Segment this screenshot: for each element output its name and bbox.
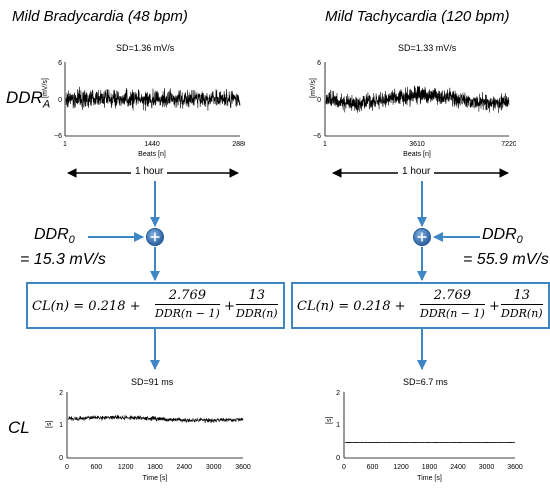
- right-ddr-plot: 6 0 −6 [mV/s] 1 3610 7220 Beats [n]: [310, 60, 516, 158]
- equation-t2-num: 13: [501, 288, 543, 305]
- left-ddr-yunit: [mV/s]: [42, 78, 49, 98]
- right-hour-label: 1 hour: [398, 166, 435, 177]
- right-cl-plot: 2 1 0 [s] 0 600 1200 1800 2400 3000 3600…: [326, 390, 523, 482]
- left-ddr-plot: 6 0 −6 [mV/s] 1 1440 2880 Beats [n]: [42, 60, 245, 158]
- left-ddr-ytick: 6: [58, 60, 62, 67]
- equation-t1-num: 2.769: [155, 288, 220, 305]
- equation-plus: +: [224, 299, 235, 314]
- right-cl-xtick: 3600: [507, 464, 523, 471]
- equation-fraction-1: 2.769 DDR(n − 1): [420, 288, 485, 320]
- left-ddr-sd: SD=1.36 mV/s: [116, 43, 175, 53]
- equation-t2-num: 13: [236, 288, 278, 305]
- equation-lhs: CL(n) = 0.218 +: [297, 299, 406, 314]
- row-label-ddr-sub: A: [42, 98, 51, 111]
- left-title: Mild Bradycardia (48 bpm): [12, 8, 188, 25]
- left-cl-xtick: 3000: [206, 464, 222, 471]
- left-ddr-xtick: 1440: [144, 141, 160, 148]
- right-ddr-xtick: 7220: [501, 141, 516, 148]
- equation-lhs: CL(n) = 0.218 +: [32, 299, 141, 314]
- left-ddr-xlabel: Beats [n]: [138, 151, 166, 158]
- equation-fraction-2: 13 DDR(n): [236, 288, 278, 320]
- right-ddr0-sub: 0: [516, 234, 523, 247]
- row-label-ddr-text: DDR: [6, 88, 43, 107]
- right-ddr-trace: [325, 85, 510, 113]
- left-ddr0-value: = 15.3 mV/s: [20, 251, 106, 269]
- left-cl-xtick: 0: [65, 464, 69, 471]
- right-cl-xtick: 600: [367, 464, 379, 471]
- left-cl-yunit: [s]: [46, 421, 53, 428]
- right-ddr-ytick: 0: [317, 97, 321, 104]
- right-cl-yunit: [s]: [326, 417, 333, 424]
- left-ddr-xtick: 2880: [232, 141, 245, 148]
- left-ddr-ytick: 0: [58, 97, 62, 104]
- left-cl-xtick: 600: [90, 464, 102, 471]
- left-cl-sd: SD=91 ms: [131, 377, 174, 387]
- right-cl-xtick: 2400: [450, 464, 466, 471]
- left-hour-label: 1 hour: [131, 166, 168, 177]
- left-cl-trace: [67, 415, 244, 424]
- row-label-ddr: DDRA: [6, 88, 50, 110]
- right-ddr-ytick: −6: [313, 133, 321, 140]
- right-cl-xlabel: Time [s]: [417, 475, 442, 482]
- left-cl-xtick: 1200: [118, 464, 134, 471]
- left-cl-xtick: 2400: [177, 464, 193, 471]
- right-cl-xtick: 3000: [479, 464, 495, 471]
- right-ddr0-label: DDR: [482, 226, 517, 243]
- left-ddr0-sub: 0: [68, 234, 75, 247]
- row-label-cl: CL: [8, 418, 30, 437]
- right-ddr-xtick: 3610: [409, 141, 425, 148]
- right-title: Mild Tachycardia (120 bpm): [325, 8, 510, 25]
- equation-plus: +: [489, 299, 500, 314]
- equation-fraction-1: 2.769 DDR(n − 1): [155, 288, 220, 320]
- right-cl-xtick: 1800: [422, 464, 438, 471]
- left-cl-plot: 2 1 0 [s] 0 600 1200 1800 2400 3000 3600…: [46, 390, 251, 482]
- right-cl-sd: SD=6.7 ms: [403, 377, 448, 387]
- equation-t1-den: DDR(n − 1): [420, 307, 485, 320]
- left-cl-ytick: 0: [59, 455, 63, 462]
- right-ddr0: DDR0 = 55.9 mV/s: [463, 225, 550, 269]
- left-ddr-xtick: 1: [63, 141, 67, 148]
- left-ddr0-label: DDR: [34, 226, 69, 243]
- left-cl-ytick: 1: [59, 422, 63, 429]
- right-ddr-sd: SD=1.33 mV/s: [398, 43, 457, 53]
- left-equation: CL(n) = 0.218 + 2.769 DDR(n − 1) + 13 DD…: [28, 284, 283, 327]
- right-ddr-xtick: 1: [323, 141, 327, 148]
- right-equation: CL(n) = 0.218 + 2.769 DDR(n − 1) + 13 DD…: [293, 284, 548, 327]
- equation-fraction-2: 13 DDR(n): [501, 288, 543, 320]
- right-ddr-xlabel: Beats [n]: [403, 151, 431, 158]
- left-cl-xlabel: Time [s]: [143, 475, 168, 482]
- equation-t1-num: 2.769: [420, 288, 485, 305]
- right-cl-xtick: 0: [342, 464, 346, 471]
- left-equation-box: CL(n) = 0.218 + 2.769 DDR(n − 1) + 13 DD…: [26, 282, 285, 329]
- right-cl-ytick: 0: [336, 455, 340, 462]
- right-cl-ytick: 1: [336, 422, 340, 429]
- left-ddr-trace: [65, 86, 241, 111]
- left-cl-xtick: 3600: [235, 464, 251, 471]
- equation-t1-den: DDR(n − 1): [155, 307, 220, 320]
- right-cl-ytick: 2: [336, 390, 340, 397]
- left-cl-xtick: 1800: [147, 464, 163, 471]
- right-ddr-yunit: [mV/s]: [310, 78, 317, 98]
- left-ddr0: DDR0 = 15.3 mV/s: [20, 225, 120, 269]
- left-ddr-ytick: −6: [54, 133, 62, 140]
- left-plus-circle-icon: [146, 228, 164, 246]
- right-ddr-ytick: 6: [317, 60, 321, 67]
- right-plus-circle-icon: [413, 228, 431, 246]
- equation-t2-den: DDR(n): [236, 307, 278, 320]
- equation-t2-den: DDR(n): [501, 307, 543, 320]
- right-cl-xtick: 1200: [393, 464, 409, 471]
- right-ddr0-value: = 55.9 mV/s: [463, 251, 549, 269]
- right-equation-box: CL(n) = 0.218 + 2.769 DDR(n − 1) + 13 DD…: [291, 282, 550, 329]
- left-cl-ytick: 2: [59, 390, 63, 397]
